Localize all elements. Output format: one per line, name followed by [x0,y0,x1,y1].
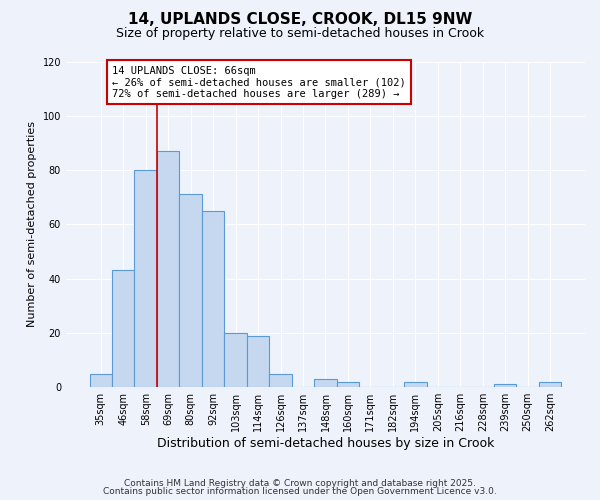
Bar [314,379,337,387]
Bar [247,336,269,387]
Y-axis label: Number of semi-detached properties: Number of semi-detached properties [27,122,37,328]
Bar [337,382,359,387]
Bar [112,270,134,387]
Bar [134,170,157,387]
Bar [179,194,202,387]
Text: 14 UPLANDS CLOSE: 66sqm
← 26% of semi-detached houses are smaller (102)
72% of s: 14 UPLANDS CLOSE: 66sqm ← 26% of semi-de… [112,66,406,99]
Text: Contains public sector information licensed under the Open Government Licence v3: Contains public sector information licen… [103,487,497,496]
Bar [202,211,224,387]
Bar [539,382,562,387]
Text: 14, UPLANDS CLOSE, CROOK, DL15 9NW: 14, UPLANDS CLOSE, CROOK, DL15 9NW [128,12,472,28]
Bar [404,382,427,387]
Bar [224,333,247,387]
Bar [494,384,517,387]
X-axis label: Distribution of semi-detached houses by size in Crook: Distribution of semi-detached houses by … [157,437,494,450]
Bar [157,151,179,387]
Bar [89,374,112,387]
Text: Contains HM Land Registry data © Crown copyright and database right 2025.: Contains HM Land Registry data © Crown c… [124,478,476,488]
Text: Size of property relative to semi-detached houses in Crook: Size of property relative to semi-detach… [116,28,484,40]
Bar [269,374,292,387]
